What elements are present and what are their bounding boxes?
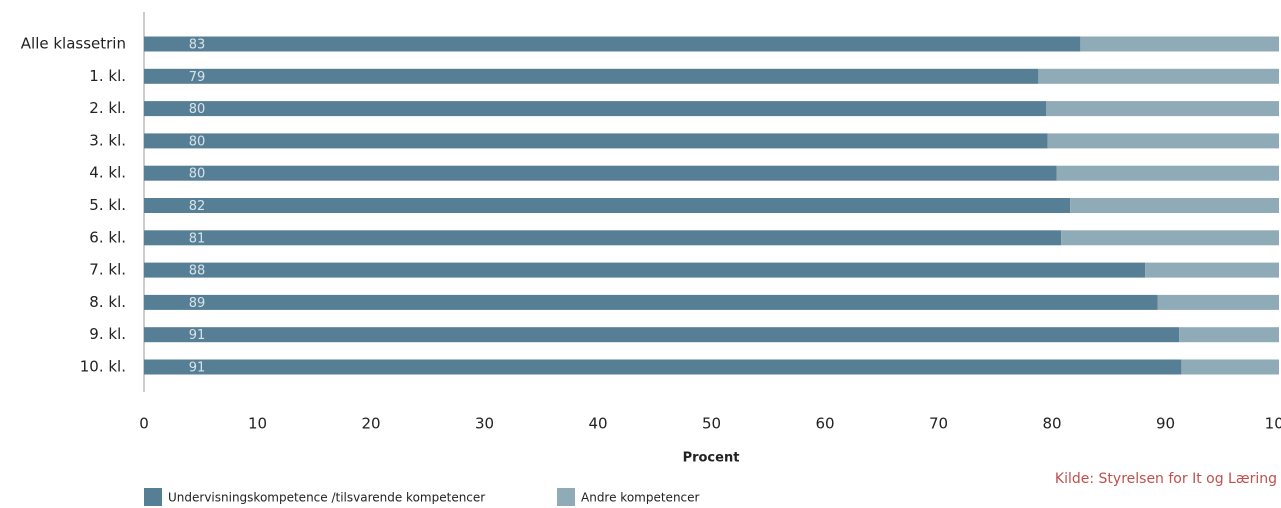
value-label: 89 <box>189 296 206 311</box>
x-axis-label: Procent <box>683 451 740 466</box>
bar-segment <box>144 133 1048 149</box>
x-tick-label: 20 <box>361 415 380 433</box>
value-label: 91 <box>189 361 206 376</box>
y-tick-label: 3. kl. <box>89 131 126 149</box>
value-label: 79 <box>189 70 206 85</box>
bar-segment <box>1070 198 1279 213</box>
x-tick-label: 60 <box>815 415 834 433</box>
x-tick-label: 80 <box>1042 415 1061 433</box>
bar-segment <box>1179 327 1279 343</box>
bar-segment <box>1157 294 1279 310</box>
bar-segment <box>144 262 1146 278</box>
bar-segment <box>1046 101 1279 117</box>
bar-segment <box>144 68 1039 84</box>
x-tick-label: 70 <box>929 415 948 433</box>
x-tick-label: 40 <box>588 415 607 433</box>
source: Kilde: Styrelsen for It og Læring <box>1055 471 1277 487</box>
x-tick-label: 50 <box>702 415 721 433</box>
value-label: 88 <box>189 264 206 279</box>
bar-segment <box>1145 262 1279 278</box>
bar-segment <box>1080 36 1279 52</box>
y-tick-label: 2. kl. <box>89 99 126 117</box>
y-tick-label: 9. kl. <box>89 325 126 343</box>
bar-segment <box>144 36 1081 52</box>
value-label: 80 <box>189 167 206 182</box>
value-label: 80 <box>189 134 206 149</box>
y-tick-label: Alle klassetrin <box>21 35 126 53</box>
y-tick-label: 5. kl. <box>89 196 126 214</box>
bar-segment <box>1047 133 1279 149</box>
x-tick-label: 30 <box>475 415 494 433</box>
bar-segment <box>1056 165 1279 181</box>
value-label: 83 <box>189 38 206 53</box>
bar-segment <box>144 101 1047 117</box>
x-tick-label: 10 <box>248 415 267 433</box>
y-tick-label: 6. kl. <box>89 228 126 246</box>
y-tick-label: 10. kl. <box>80 358 126 376</box>
value-label: 91 <box>189 328 206 343</box>
y-tick-label: 1. kl. <box>89 67 126 85</box>
bar-segment <box>144 327 1180 343</box>
y-tick-label: 8. kl. <box>89 293 126 311</box>
bar-segment <box>144 294 1158 310</box>
bar-segment <box>144 230 1062 246</box>
bar-segment <box>144 165 1057 181</box>
bar-segment <box>1061 230 1279 246</box>
x-tick-label: 0 <box>139 415 149 433</box>
y-tick-label: 4. kl. <box>89 164 126 182</box>
y-tick-label: 7. kl. <box>89 261 126 279</box>
legend-swatch <box>144 488 162 506</box>
legend-label: Undervisningskompetence /tilsvarende kom… <box>168 491 485 505</box>
bar-segment <box>144 198 1071 213</box>
legend-swatch <box>557 488 575 506</box>
x-tick-label: 90 <box>1156 415 1175 433</box>
x-tick-label: 100 <box>1265 415 1281 433</box>
bar-segment <box>144 359 1182 375</box>
value-label: 82 <box>189 199 206 214</box>
legend-label: Andre kompetencer <box>581 491 700 505</box>
value-label: 80 <box>189 102 206 117</box>
bar-segment <box>1181 359 1279 375</box>
value-label: 81 <box>189 231 206 246</box>
bar-segment <box>1038 68 1279 84</box>
